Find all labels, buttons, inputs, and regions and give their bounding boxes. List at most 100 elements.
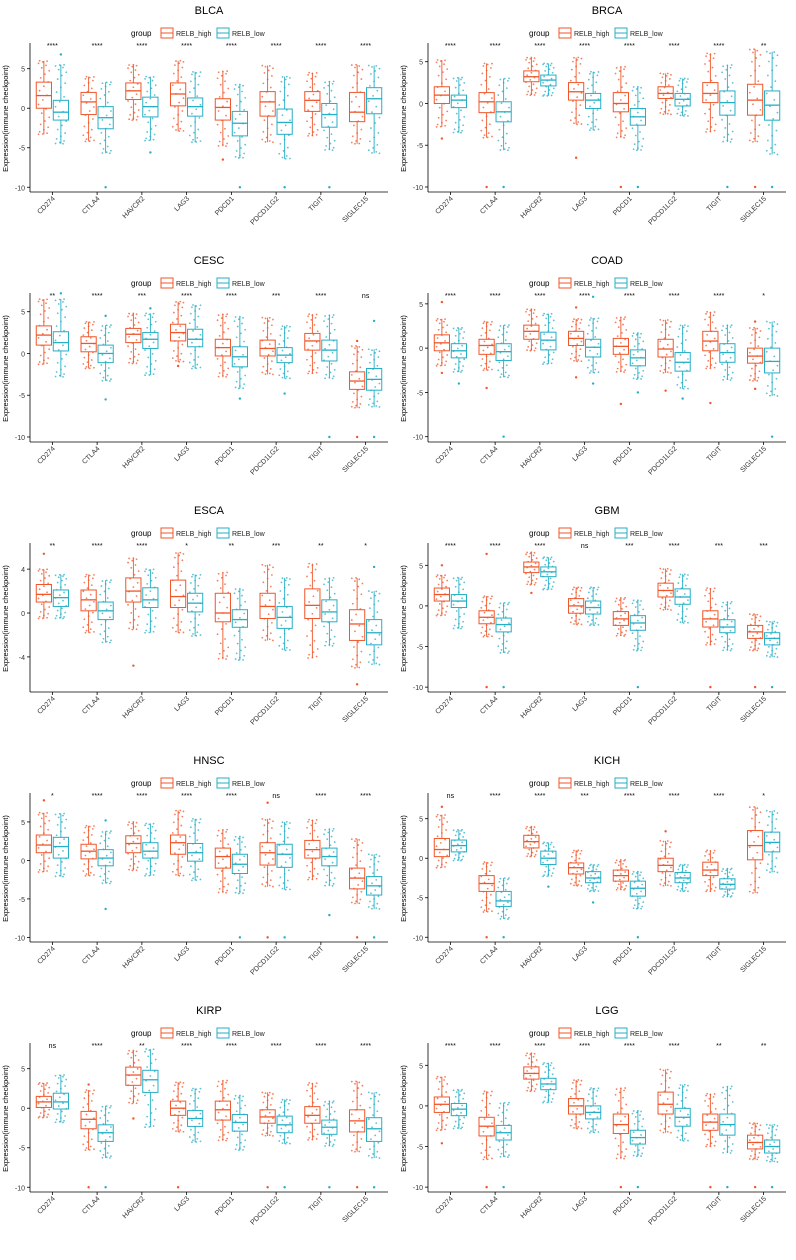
data-point (506, 640, 508, 642)
data-point (547, 853, 549, 855)
data-point (307, 135, 309, 137)
data-point (136, 869, 138, 871)
x-tick-label: HAVCR2 (520, 445, 545, 470)
data-point (639, 604, 641, 606)
data-point (680, 864, 682, 866)
data-point (489, 76, 491, 78)
data-point (544, 324, 546, 326)
data-point (136, 628, 138, 630)
data-point (324, 645, 326, 647)
significance-label: ** (50, 293, 56, 300)
data-point (618, 864, 620, 866)
significance-label: **** (490, 793, 501, 800)
data-point (623, 371, 625, 373)
data-point (749, 806, 751, 808)
data-point (241, 323, 243, 325)
data-point (137, 1099, 139, 1101)
data-point (197, 356, 199, 358)
data-point (333, 375, 335, 377)
data-point (774, 866, 776, 868)
data-point (750, 375, 752, 377)
box-ctla4 (81, 574, 96, 634)
data-point (669, 599, 671, 601)
data-point (236, 150, 238, 152)
data-point (437, 865, 439, 867)
data-point (234, 320, 236, 322)
data-point (93, 574, 95, 576)
data-point (153, 76, 155, 78)
box-iqr (322, 103, 337, 127)
data-point (269, 564, 271, 566)
data-point (172, 126, 174, 128)
x-tick-label: TIGIT (308, 445, 326, 463)
data-point (577, 57, 579, 59)
data-point (85, 1091, 87, 1093)
box-iqr (53, 100, 68, 120)
outlier-point (502, 186, 504, 188)
data-point (324, 885, 326, 887)
data-point (235, 1095, 237, 1097)
data-point (269, 818, 271, 820)
data-point (102, 641, 104, 643)
data-point (749, 140, 751, 142)
data-point (352, 658, 354, 660)
data-point (63, 64, 65, 66)
data-point (287, 837, 289, 839)
data-point (455, 618, 457, 620)
significance-label: **** (669, 793, 680, 800)
data-point (439, 351, 441, 353)
data-point (358, 407, 360, 409)
data-point (271, 870, 273, 872)
data-point (144, 854, 146, 856)
data-point (528, 62, 530, 64)
data-point (83, 618, 85, 620)
data-point (197, 829, 199, 831)
data-point (147, 121, 149, 123)
data-point (668, 853, 670, 855)
box-cd274 (434, 301, 449, 374)
legend-label-high: RELB_high (574, 1031, 610, 1038)
data-point (713, 104, 715, 106)
data-point (333, 108, 335, 110)
data-point (760, 811, 762, 813)
legend-group-label: group (131, 779, 152, 788)
data-point (552, 872, 554, 874)
box-iqr (81, 1111, 96, 1128)
data-point (572, 61, 574, 63)
data-point (618, 883, 620, 885)
data-point (83, 863, 85, 865)
data-point (286, 1099, 288, 1101)
data-point (110, 1126, 112, 1128)
data-point (85, 608, 87, 610)
data-point (443, 349, 445, 351)
data-point (145, 137, 147, 139)
box-havcr2 (541, 556, 556, 590)
box-iqr (305, 92, 320, 112)
data-point (715, 639, 717, 641)
data-point (506, 909, 508, 911)
y-tick-label: 0 (21, 611, 25, 618)
data-point (446, 354, 448, 356)
data-point (62, 600, 64, 602)
data-point (272, 373, 274, 375)
data-point (144, 315, 146, 317)
data-point (183, 875, 185, 877)
data-point (265, 885, 267, 887)
data-point (751, 61, 753, 63)
x-tick-label: LAG3 (571, 695, 589, 713)
data-point (102, 119, 104, 121)
data-point (57, 362, 59, 364)
data-point (62, 815, 64, 817)
x-tick-label: HAVCR2 (520, 945, 545, 970)
data-point (288, 828, 290, 830)
data-point (641, 906, 643, 908)
data-point (108, 837, 110, 839)
data-point (370, 643, 372, 645)
data-point (504, 349, 506, 351)
x-tick-label: PDCD1LG2 (249, 1195, 280, 1226)
outlier-point (104, 819, 106, 821)
data-point (272, 567, 274, 569)
data-point (773, 621, 775, 623)
data-point (62, 876, 64, 878)
data-point (379, 664, 381, 666)
